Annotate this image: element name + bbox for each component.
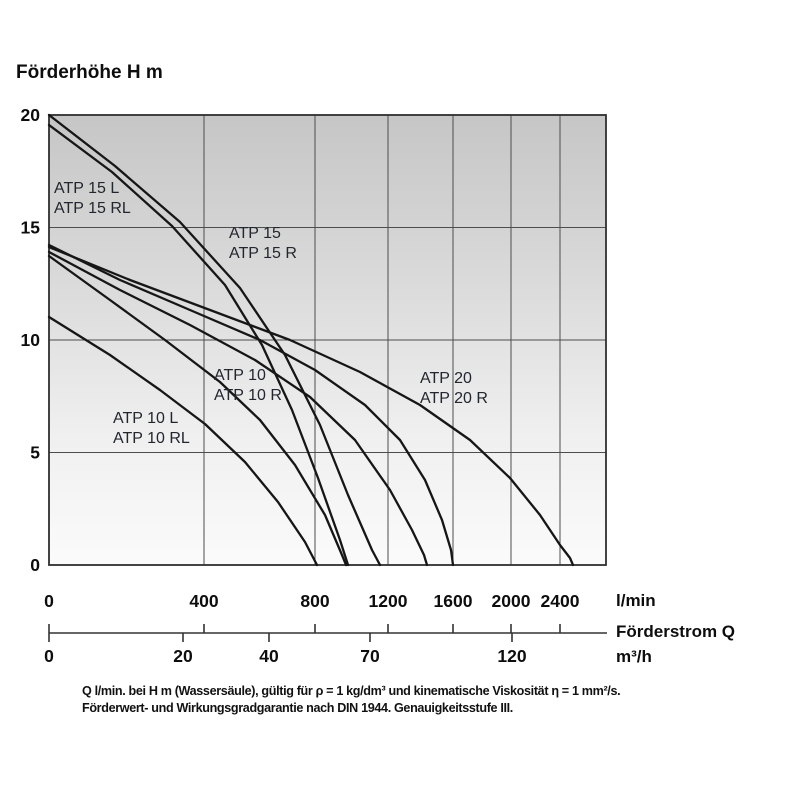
- y-tick-label: 5: [30, 443, 40, 463]
- curve-label-atp-10-l: ATP 10 L ATP 10 RL: [113, 410, 190, 447]
- curve-label-atp-15: ATP 15 ATP 15 R: [229, 225, 297, 262]
- x-tick-label-lmin: 2000: [492, 591, 531, 611]
- x-tick-label-m3h: 120: [497, 646, 526, 666]
- x-tick-label-lmin: 1600: [434, 591, 473, 611]
- x-axis-unit-lmin: l/min: [616, 591, 656, 610]
- x-tick-label-m3h: 20: [173, 646, 193, 666]
- x-tick-label-lmin: 2400: [541, 591, 580, 611]
- x-axis-title-foerderstrom: Förderstrom Q: [616, 622, 736, 641]
- curve-atp-10-l: [47, 315, 319, 567]
- curve-label-atp-20: ATP 20 ATP 20 R: [420, 370, 488, 407]
- x-tick-label-lmin: 1200: [369, 591, 408, 611]
- x-tick-label-m3h: 70: [360, 646, 380, 666]
- curve-atp-15: [47, 243, 455, 567]
- x-tick-label-lmin: 400: [189, 591, 218, 611]
- x-tick-label-m3h: 40: [259, 646, 279, 666]
- y-tick-label: 20: [21, 105, 41, 125]
- curve-atp-15-l: [47, 113, 382, 567]
- x-tick-label-m3h: 0: [44, 646, 54, 666]
- curve-label-atp-10: ATP 10 ATP 10 R: [214, 367, 282, 404]
- curve-atp-15-rl: [47, 123, 350, 567]
- chart-title: Förderhöhe H m: [16, 62, 163, 83]
- curve-atp-10: [47, 254, 348, 567]
- curve-atp-15-r: [47, 250, 429, 567]
- x-tick-label-lmin: 0: [44, 591, 54, 611]
- curve-atp-20: [47, 245, 575, 567]
- plot-border: [48, 114, 607, 566]
- y-tick-label: 0: [30, 555, 40, 575]
- x-axis-unit-m3h: m³/h: [616, 647, 652, 666]
- y-tick-label: 10: [21, 330, 41, 350]
- footnote-line-1: Q l/min. bei H m (Wassersäule), gültig f…: [82, 684, 621, 698]
- curve-label-atp-15-l: ATP 15 L ATP 15 RL: [54, 180, 131, 217]
- y-tick-label: 15: [21, 218, 41, 238]
- x-tick-label-lmin: 800: [300, 591, 329, 611]
- footnote-line-2: Förderwert- und Wirkungsgradgarantie nac…: [82, 701, 513, 715]
